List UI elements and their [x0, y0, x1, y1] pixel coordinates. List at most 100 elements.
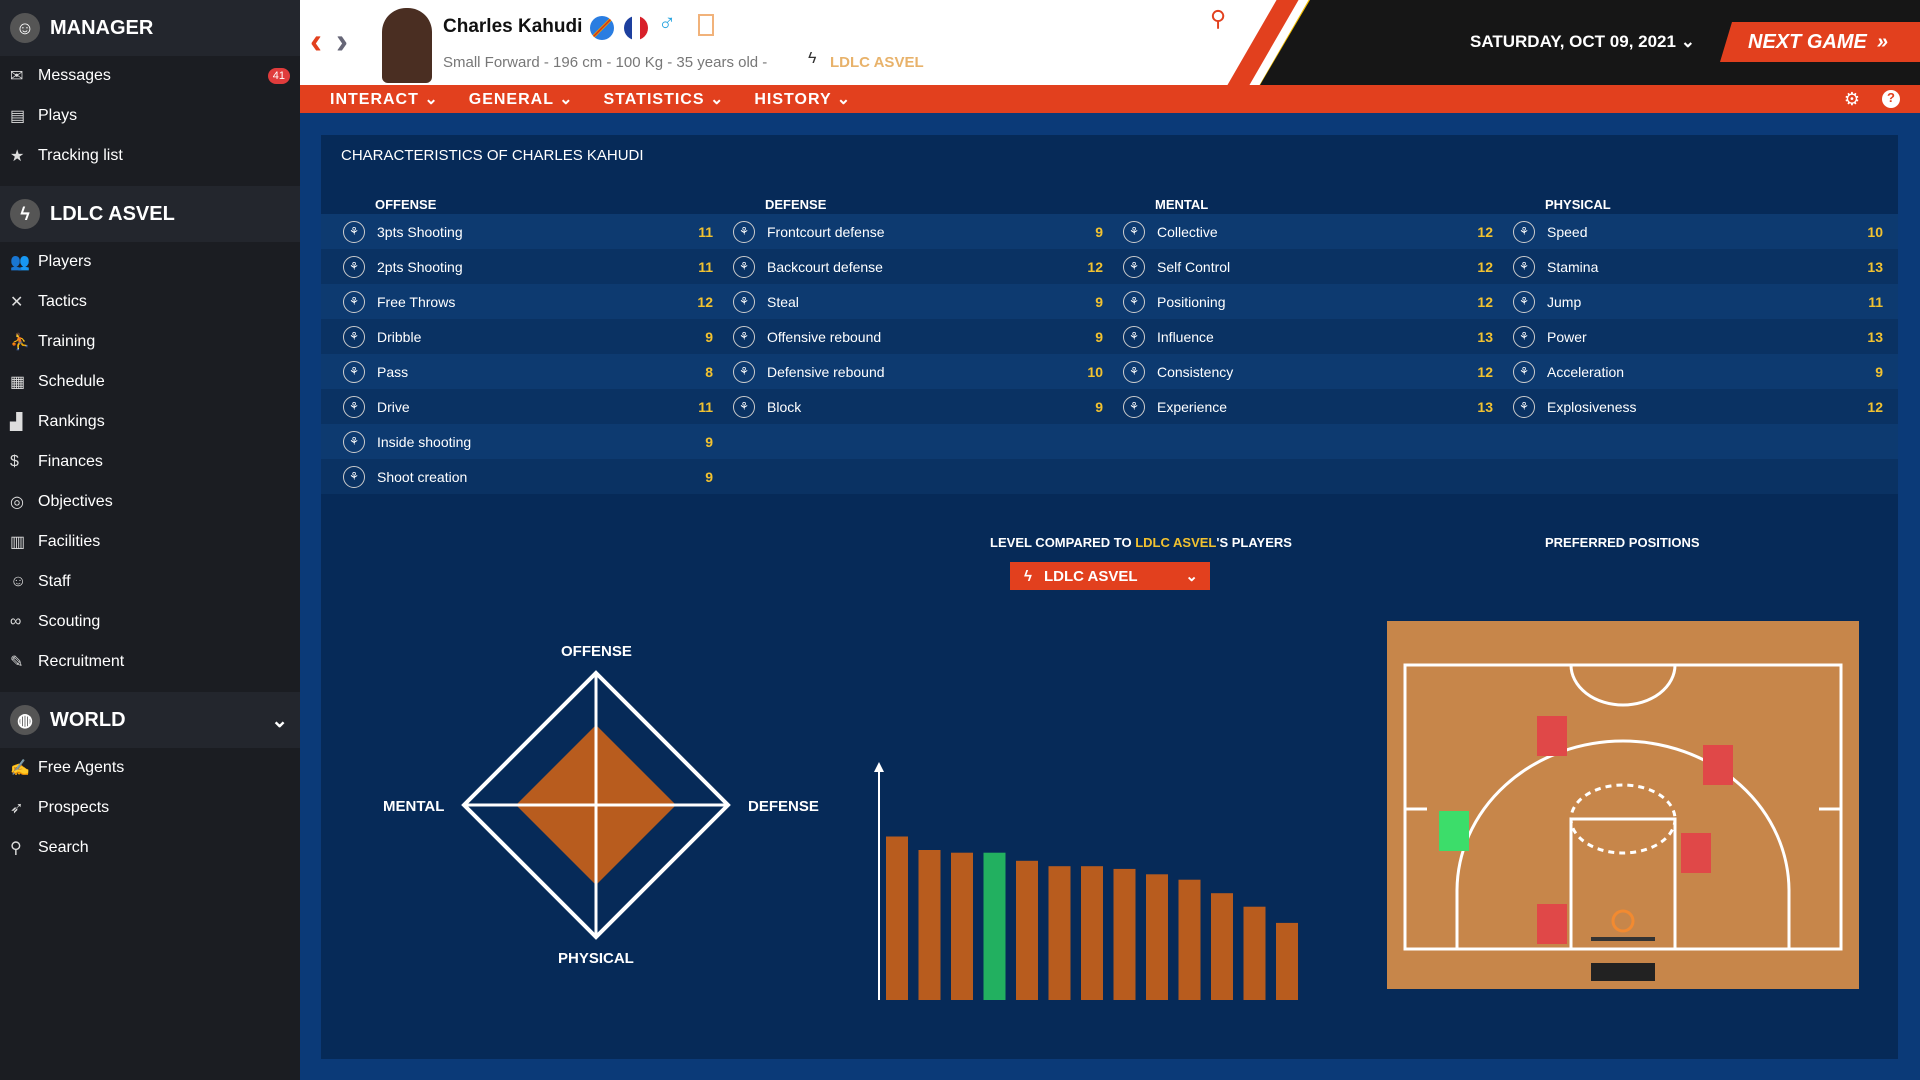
position-marker [1681, 833, 1711, 873]
bar-R.Morgan [1081, 866, 1103, 1000]
attribute-row: ⚘ Free Throws 12 [343, 284, 723, 319]
sidebar-item-staff[interactable]: ☺ Staff [0, 562, 300, 602]
attribute-icon: ⚘ [733, 255, 755, 278]
attribute-row: ⚘ Defensive rebound 10 [733, 354, 1113, 389]
sidebar-item-recruitment[interactable]: ✎ Recruitment [0, 642, 300, 682]
compare-title-pre: LEVEL COMPARED TO [990, 535, 1136, 550]
sidebar-item-search[interactable]: ⚲ Search [0, 828, 300, 868]
bar-A.Diot [918, 850, 941, 1000]
attribute-row: ⚘ 3pts Shooting 11 [343, 214, 723, 249]
sidebar-item-plays[interactable]: ▤ Plays [0, 96, 300, 136]
team-dropdown[interactable]: ϟ LDLC ASVEL ⌄ [1010, 562, 1210, 590]
attribute-name: Influence [1157, 328, 1214, 345]
rocket-icon: ➶ [10, 800, 24, 817]
chevron-down-icon: ⌄ [559, 91, 574, 108]
position-marker [1703, 745, 1733, 785]
search-icon[interactable]: ⚲ [1210, 6, 1227, 31]
attribute-value: 13 [1867, 328, 1883, 345]
panel-title: CHARACTERISTICS OF CHARLES KAHUDI [341, 147, 644, 164]
sidebar-item-training[interactable]: ⛹ Training [0, 322, 300, 362]
sidebar-item-label: Finances [38, 453, 103, 470]
attribute-icon: ⚘ [733, 325, 755, 348]
team-logo-icon: ϟ [1024, 567, 1032, 585]
bar-B.Mbye [1276, 922, 1298, 1000]
sidebar-item-rankings[interactable]: ▟ Rankings [0, 402, 300, 442]
sidebar-item-schedule[interactable]: ▦ Schedule [0, 362, 300, 402]
sidebar-item-messages[interactable]: ✉ Messages 41 [0, 56, 300, 96]
sidebar-item-label: Search [38, 839, 89, 856]
attribute-value: 10 [1087, 363, 1103, 380]
forward-arrow[interactable]: › [336, 20, 348, 61]
nav-general[interactable]: GENERAL ⌄ [469, 89, 574, 109]
section-title: MANAGER [50, 16, 154, 39]
sidebar-section-manager[interactable]: ☺ MANAGER [0, 0, 300, 56]
row-band [321, 249, 1898, 284]
attribute-value: 11 [1868, 293, 1883, 310]
sidebar-item-finances[interactable]: $ Finances [0, 442, 300, 482]
nav-label: STATISTICS [603, 91, 705, 108]
row-band [321, 319, 1898, 354]
row-band [321, 284, 1898, 319]
bar-W.Howard [1146, 874, 1168, 1000]
attribute-value: 11 [698, 398, 713, 415]
attribute-value: 11 [698, 223, 713, 240]
attribute-name: Speed [1547, 223, 1588, 240]
date-selector[interactable]: SATURDAY, OCT 09, 2021 ⌄ [1470, 32, 1695, 52]
help-icon[interactable]: ? [1882, 90, 1900, 108]
sidebar-item-prospects[interactable]: ➶ Prospects [0, 788, 300, 828]
staff-icon: ☺ [10, 573, 27, 590]
attribute-name: Acceleration [1547, 363, 1625, 380]
attribute-name: Defensive rebound [767, 363, 885, 380]
sidebar-item-players[interactable]: 👥 Players [0, 242, 300, 282]
sidebar-item-objectives[interactable]: ◎ Objectives [0, 482, 300, 522]
sidebar-section-world[interactable]: ◍ WORLD ⌄ [0, 692, 300, 748]
attribute-value: 12 [1477, 258, 1493, 275]
column-header-physical: PHYSICAL [1545, 197, 1611, 212]
attribute-name: Block [767, 398, 802, 415]
compare-title-post: 'S PLAYERS [1216, 535, 1292, 550]
sidebar-section-club[interactable]: ϟ LDLC ASVEL [0, 186, 300, 242]
row-band [321, 424, 1898, 459]
next-game-label: NEXT GAME [1748, 30, 1867, 53]
team-link[interactable]: LDLC ASVEL [830, 54, 924, 71]
sidebar-item-label: Scouting [38, 613, 101, 630]
attribute-row: ⚘ Positioning 12 [1123, 284, 1503, 319]
sidebar-item-free-agents[interactable]: ✍ Free Agents [0, 748, 300, 788]
unread-badge: 41 [267, 68, 290, 84]
nav-label: GENERAL [468, 91, 554, 108]
attribute-name: Pass [377, 363, 409, 380]
nav-statistics[interactable]: STATISTICS ⌄ [604, 89, 725, 109]
attribute-name: Stamina [1547, 258, 1599, 275]
sidebar-item-scouting[interactable]: ∞ Scouting [0, 602, 300, 642]
settings-icon[interactable]: ⚙ [1843, 88, 1860, 109]
bookmark-icon[interactable] [698, 14, 714, 36]
sidebar-item-facilities[interactable]: ▥ Facilities [0, 522, 300, 562]
attribute-value: 9 [705, 468, 713, 485]
attribute-row: ⚘ Self Control 12 [1123, 249, 1503, 284]
attribute-icon: ⚘ [343, 290, 365, 313]
attribute-row: ⚘ Offensive rebound 9 [733, 319, 1113, 354]
player-avatar [382, 8, 432, 83]
sidebar-item-tactics[interactable]: ✕ Tactics [0, 282, 300, 322]
attribute-value: 12 [1477, 223, 1493, 240]
attribute-value: 10 [1867, 223, 1883, 240]
objectives-icon: ◎ [10, 494, 24, 511]
attribute-value: 9 [705, 328, 713, 345]
nav-history[interactable]: HISTORY ⌄ [754, 89, 851, 109]
attribute-name: Shoot creation [377, 468, 468, 485]
nav-interact[interactable]: INTERACT ⌄ [330, 89, 439, 109]
sidebar-item-label: Players [38, 253, 92, 270]
attribute-icon: ⚘ [1513, 290, 1535, 313]
sidebar-item-tracking-list[interactable]: ★ Tracking list [0, 136, 300, 176]
attribute-value: 12 [1867, 398, 1883, 415]
dropdown-value: LDLC ASVEL [1043, 567, 1138, 585]
attribute-name: Positioning [1157, 293, 1226, 310]
attribute-value: 12 [1477, 293, 1493, 310]
attribute-icon: ⚘ [343, 430, 365, 453]
attribute-name: Experience [1157, 398, 1228, 415]
attribute-row: ⚘ Speed 10 [1513, 214, 1893, 249]
back-arrow[interactable]: ‹ [310, 20, 322, 61]
next-game-button[interactable]: NEXT GAME » [1720, 22, 1920, 62]
attribute-icon: ⚘ [733, 395, 755, 418]
attribute-name: 2pts Shooting [377, 258, 463, 275]
